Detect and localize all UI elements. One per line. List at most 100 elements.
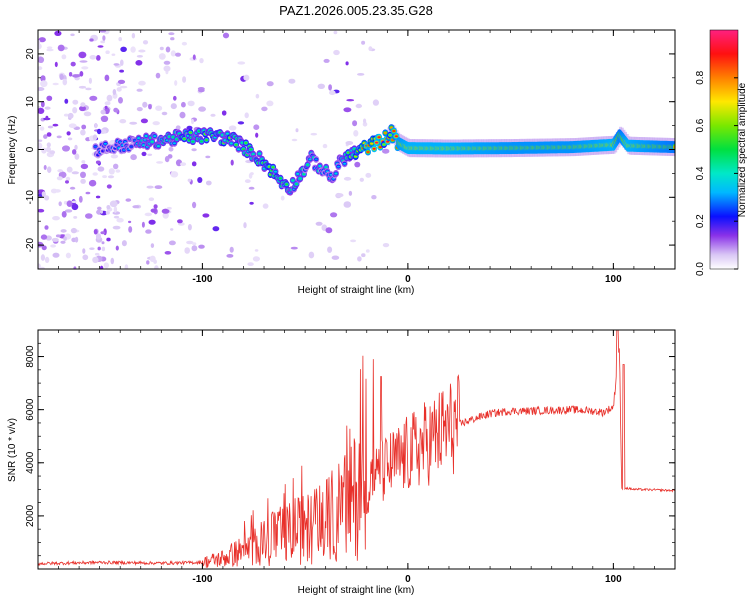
heatmap-noise-cell <box>46 132 52 137</box>
colorbar <box>709 29 739 270</box>
heatmap-noise-cell <box>46 95 53 102</box>
heatmap-noise-cell <box>60 229 67 233</box>
heatmap-noise-cell <box>43 134 48 139</box>
heatmap-layer <box>38 30 675 269</box>
heatmap-noise-cell <box>38 43 42 50</box>
heatmap-noise-cell <box>322 143 328 149</box>
heatmap-noise-cell <box>140 118 148 124</box>
heatmap-noise-cell <box>252 256 260 262</box>
heatmap-noise-cell <box>255 93 260 99</box>
x-tick-label: -100 <box>192 274 212 285</box>
heatmap-noise-cell <box>115 169 121 173</box>
heatmap-ridge-core <box>318 165 322 167</box>
heatmap-noise-cell <box>128 226 133 233</box>
heatmap-noise-cell <box>108 168 115 175</box>
heatmap-noise-cell <box>81 160 86 164</box>
heatmap-noise-cell <box>103 262 110 269</box>
heatmap-ridge-core <box>370 142 374 145</box>
heatmap-noise-cell <box>352 120 358 127</box>
snr-xlabel: Height of straight line (km) <box>298 585 415 596</box>
heatmap-noise-cell <box>80 163 89 170</box>
y-tick-label: -10 <box>25 190 36 205</box>
heatmap-ridge-core <box>171 136 175 139</box>
heatmap-noise-cell <box>136 107 143 112</box>
heatmap-noise-cell <box>355 103 362 109</box>
heatmap-noise-cell <box>46 142 51 148</box>
heatmap-noise-cell <box>89 55 97 60</box>
heatmap-noise-cell <box>248 186 255 190</box>
y-tick-label: 20 <box>25 48 36 60</box>
heatmap-noise-cell <box>184 247 190 254</box>
heatmap-noise-cell <box>117 79 126 84</box>
heatmap-noise-cell <box>150 208 157 213</box>
heatmap-noise-cell <box>173 95 177 101</box>
heatmap-ridge-core <box>294 183 299 185</box>
heatmap-noise-cell <box>78 85 87 89</box>
heatmap-noise-cell <box>142 101 148 108</box>
heatmap-noise-cell <box>116 217 124 223</box>
heatmap-noise-cell <box>163 65 171 72</box>
heatmap-noise-cell <box>142 40 149 45</box>
heatmap-noise-cell <box>170 37 175 41</box>
heatmap-noise-cell <box>41 191 46 197</box>
heatmap-noise-cell <box>291 138 298 142</box>
heatmap-noise-cell <box>89 38 94 42</box>
heatmap-noise-cell <box>116 87 122 92</box>
heatmap-noise-cell <box>41 245 47 251</box>
heatmap-noise-cell <box>158 53 166 60</box>
heatmap-noise-cell <box>262 203 269 209</box>
heatmap-noise-cell <box>295 128 299 133</box>
heatmap-noise-cell <box>106 237 111 242</box>
heatmap-noise-cell <box>58 201 62 207</box>
heatmap-noise-cell <box>101 241 105 245</box>
heatmap-noise-cell <box>331 255 340 260</box>
heatmap-noise-cell <box>121 240 127 247</box>
heatmap-ridge-core <box>388 134 392 137</box>
heatmap-ridge-core <box>172 142 176 145</box>
colorbar-tick-label: 0.2 <box>695 214 706 228</box>
heatmap-ridge-core <box>383 131 387 134</box>
heatmap-noise-cell <box>118 97 123 104</box>
heatmap-ridge-core <box>271 166 275 169</box>
heatmap-noise-cell <box>85 213 93 219</box>
heatmap-noise-cell <box>79 105 86 112</box>
heatmap-noise-cell <box>61 54 67 60</box>
heatmap-noise-cell <box>317 83 325 90</box>
heatmap-noise-cell <box>154 265 159 269</box>
heatmap-noise-cell <box>67 112 74 119</box>
heatmap-noise-cell <box>38 56 45 63</box>
heatmap-noise-cell <box>181 41 187 46</box>
heatmap-noise-cell <box>361 253 366 258</box>
heatmap-noise-cell <box>361 40 366 45</box>
heatmap-noise-cell <box>44 106 51 110</box>
colorbar-tick-label: 0.6 <box>695 118 706 132</box>
heatmap-noise-cell <box>345 141 354 145</box>
heatmap-noise-cell <box>63 236 67 241</box>
heatmap-noise-cell <box>66 200 73 207</box>
heatmap-noise-cell <box>333 49 340 56</box>
snr-series-line <box>38 330 675 568</box>
heatmap-noise-cell <box>170 228 174 231</box>
y-tick-label: 0 <box>25 146 36 152</box>
heatmap-ridge-core <box>257 152 262 155</box>
x-tick-label: 100 <box>605 574 622 585</box>
heatmap-ridge-core <box>394 135 398 138</box>
heatmap-noise-cell <box>70 227 77 234</box>
heatmap-noise-cell <box>148 104 152 110</box>
heatmap-noise-cell <box>164 156 170 163</box>
heatmap-noise-cell <box>93 229 98 235</box>
heatmap-noise-cell <box>78 51 87 59</box>
heatmap-ridge-core <box>234 143 238 146</box>
heatmap-noise-cell <box>100 210 103 214</box>
heatmap-noise-cell <box>57 44 65 52</box>
heatmap-noise-cell <box>125 198 132 202</box>
heatmap-noise-cell <box>244 179 251 184</box>
heatmap-noise-cell <box>79 60 88 63</box>
heatmap-noise-cell <box>44 256 50 263</box>
heatmap-noise-cell <box>56 135 62 139</box>
heatmap-ridge-core <box>375 141 379 144</box>
snr-frame <box>37 329 676 570</box>
heatmap-noise-cell <box>62 78 68 86</box>
heatmap-ridge-core <box>129 145 133 148</box>
heatmap-noise-cell <box>63 113 69 117</box>
